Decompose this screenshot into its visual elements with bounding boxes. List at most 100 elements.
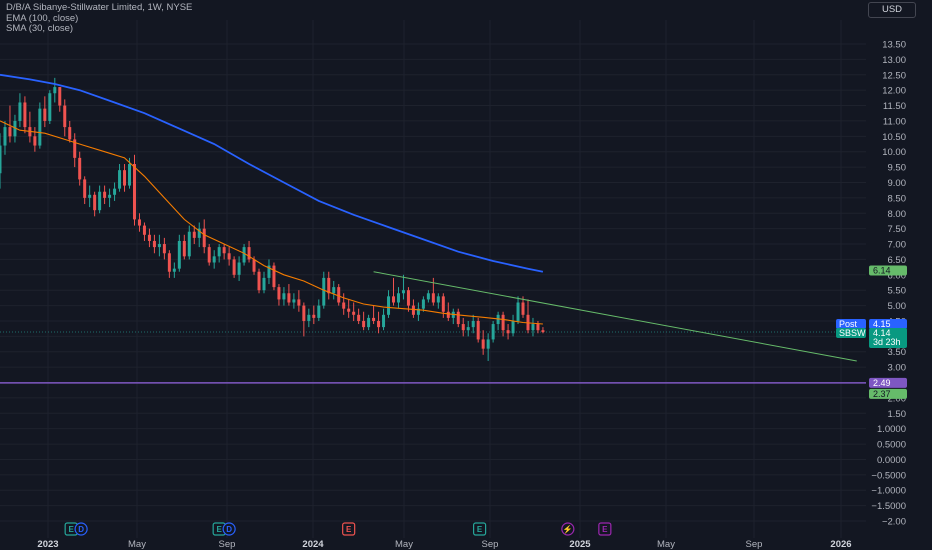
candle-body xyxy=(352,311,356,315)
candle-body xyxy=(262,277,266,291)
candle-body xyxy=(207,247,211,263)
split-event-icon xyxy=(561,522,575,536)
candle-body xyxy=(362,320,366,328)
candle-body xyxy=(357,314,361,321)
candle-body xyxy=(192,231,196,238)
candle-body xyxy=(123,170,127,186)
y-tick-label: 8.50 xyxy=(888,193,907,204)
event-letter: ⚡ xyxy=(563,524,573,534)
chart-legend: D/B/A Sibanye-Stillwater Limited, 1W, NY… xyxy=(6,2,192,35)
event-letter: D xyxy=(226,525,232,534)
x-tick-label: 2025 xyxy=(569,539,591,550)
y-tick-label: 1.50 xyxy=(888,409,907,420)
candle-body xyxy=(63,105,67,128)
candle-body xyxy=(257,271,261,291)
y-tick-label: 2.00 xyxy=(888,393,907,404)
candle-body xyxy=(157,244,161,248)
candle-body xyxy=(212,256,216,263)
candle-body xyxy=(312,314,316,318)
candle-body xyxy=(108,194,112,198)
x-tick-label: Sep xyxy=(746,539,763,550)
candle-body xyxy=(307,314,311,321)
candle-body xyxy=(372,317,376,321)
trend-line xyxy=(373,271,857,362)
candle-body xyxy=(466,327,470,331)
price-line-tag-text: Post xyxy=(839,319,858,329)
candle-body xyxy=(481,339,485,349)
candle-body xyxy=(441,296,445,312)
candle-body xyxy=(93,194,97,211)
candle-body xyxy=(421,299,425,309)
candle-body xyxy=(187,231,191,257)
candle-body xyxy=(332,287,336,294)
y-tick-label: 7.00 xyxy=(888,240,907,251)
candle-body xyxy=(387,296,391,315)
candle-body xyxy=(431,293,435,303)
y-tick-label: 6.50 xyxy=(888,255,907,266)
candle-body xyxy=(237,262,241,275)
candle-body xyxy=(73,139,77,158)
dividend-event-icon xyxy=(74,522,88,536)
candle-body xyxy=(217,247,221,257)
candle-body xyxy=(78,157,82,180)
x-tick-label: 2023 xyxy=(37,539,58,550)
candle-body xyxy=(18,102,22,121)
candle-body xyxy=(491,324,495,340)
candle-body xyxy=(103,191,107,198)
countdown-label: 3d 23h xyxy=(873,337,901,347)
currency-button[interactable]: USD xyxy=(868,2,916,18)
candle-body xyxy=(137,219,141,226)
candle-body xyxy=(426,293,430,300)
candle-body xyxy=(142,225,146,235)
candle-body xyxy=(302,305,306,321)
candle-body xyxy=(541,330,545,333)
candle-body xyxy=(292,299,296,303)
candle-body xyxy=(536,324,540,331)
candle-body xyxy=(43,108,47,121)
candle-body xyxy=(0,145,2,174)
event-letter: E xyxy=(346,525,352,534)
candle-body xyxy=(471,320,475,328)
y-tick-label: 7.50 xyxy=(888,224,907,235)
candle-body xyxy=(58,87,62,106)
x-tick-label: May xyxy=(128,539,146,550)
y-tick-label: 0.0000 xyxy=(877,455,906,466)
candle-body xyxy=(327,277,331,294)
candle-body xyxy=(496,314,500,325)
candle-body xyxy=(337,287,341,303)
price-badge xyxy=(869,319,907,330)
candle-body xyxy=(3,127,7,146)
candle-body xyxy=(416,308,420,315)
candle-body xyxy=(132,164,136,220)
price-badge-value: 4.15 xyxy=(873,319,891,329)
y-tick-label: 13.00 xyxy=(882,55,906,66)
y-tick-label: 9.00 xyxy=(888,178,907,189)
y-tick-label: 11.50 xyxy=(883,101,906,112)
candle-body xyxy=(197,228,201,238)
candle-body xyxy=(152,240,156,248)
candle-body xyxy=(342,302,346,309)
candle-body xyxy=(406,290,410,306)
candle-body xyxy=(511,320,515,334)
event-letter: D xyxy=(78,525,84,534)
event-letter: E xyxy=(477,525,483,534)
earnings-event-icon xyxy=(598,522,612,536)
price-badge xyxy=(869,377,907,388)
y-tick-label: −1.5000 xyxy=(871,501,906,512)
dividend-event-icon xyxy=(222,522,236,536)
candle-body xyxy=(401,290,405,294)
candle-body xyxy=(501,314,505,331)
y-tick-label: 5.00 xyxy=(888,301,907,312)
candle-body xyxy=(23,102,27,128)
candle-body xyxy=(277,287,281,300)
candle-body xyxy=(48,93,52,121)
candle-body xyxy=(53,87,57,94)
ema-line xyxy=(0,73,544,273)
candle-body xyxy=(446,311,450,318)
price-badge xyxy=(869,265,907,276)
y-tick-label: 9.50 xyxy=(888,163,907,174)
candle-body xyxy=(282,293,286,300)
y-tick-label: 5.50 xyxy=(888,286,907,297)
candle-body xyxy=(83,179,87,198)
